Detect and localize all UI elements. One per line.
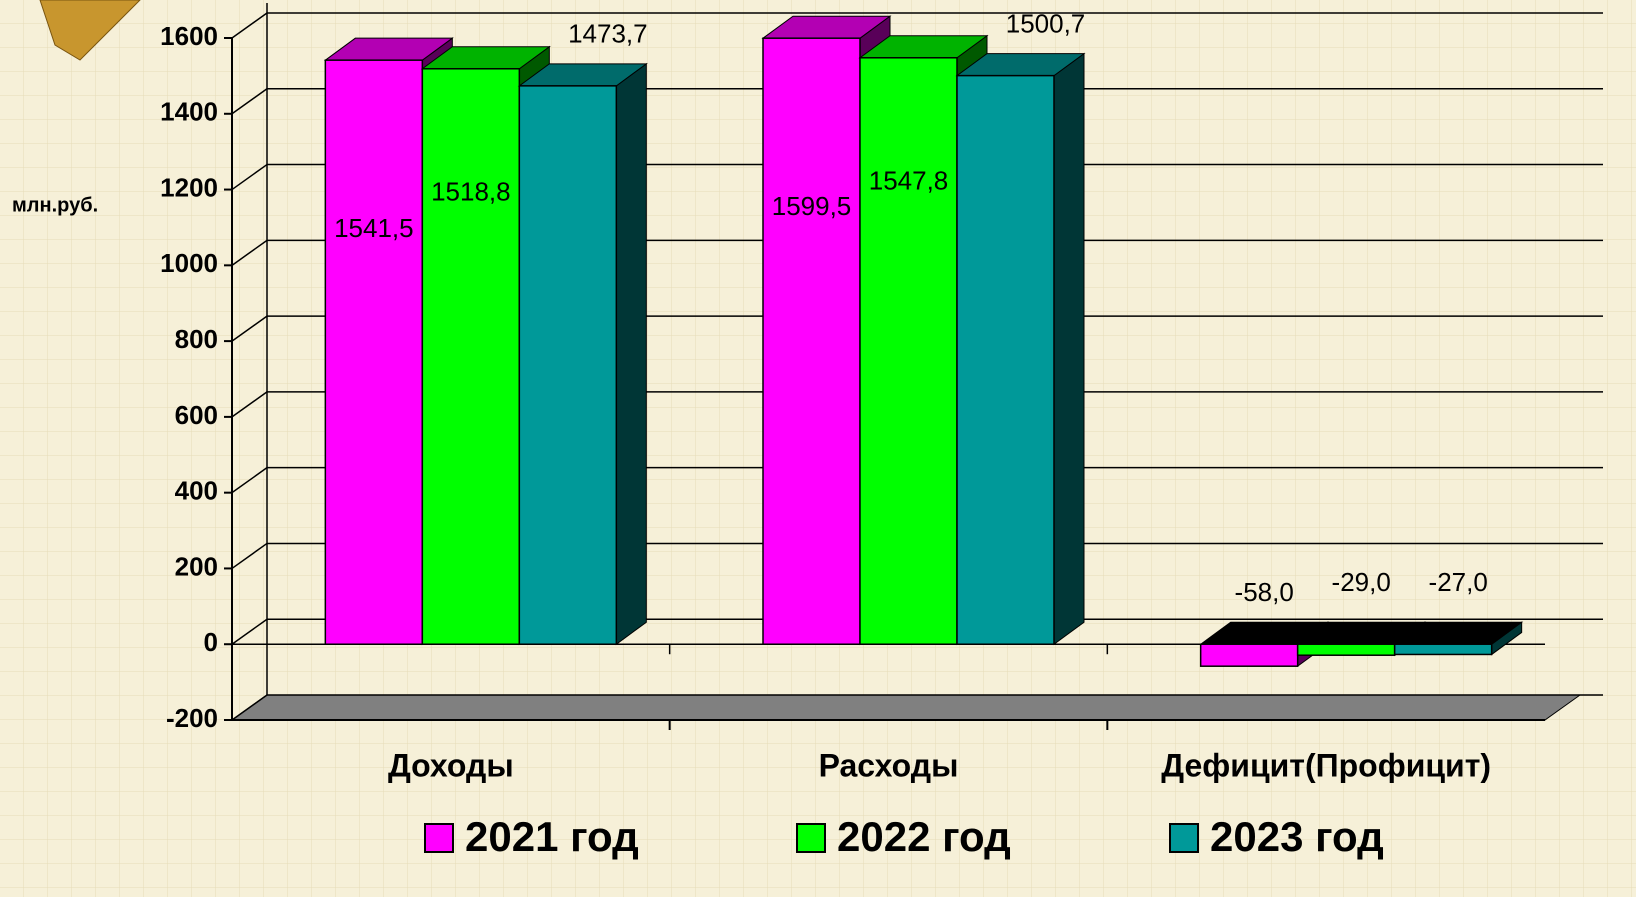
decor-gold [39, 0, 141, 61]
grid-line [231, 618, 268, 645]
bar [1296, 643, 1396, 656]
value-label: 1547,8 [869, 166, 949, 196]
floor [230, 694, 1582, 721]
y-tick-label: 0 [204, 627, 218, 657]
y-tick-label: 1000 [160, 248, 218, 278]
y-tick-label: 600 [175, 400, 218, 430]
value-label: -27,0 [1429, 567, 1488, 597]
bar-side [615, 62, 647, 646]
x-tick-label: Расходы [819, 747, 959, 783]
grid-line [231, 239, 268, 266]
y-tick-label: 1600 [160, 21, 218, 51]
y-tick-label: 200 [175, 551, 218, 581]
value-label: -58,0 [1235, 577, 1294, 607]
bar [1393, 643, 1493, 656]
y-tick-label: 1200 [160, 172, 218, 202]
grid-line [231, 163, 268, 191]
y-tick-label: 400 [175, 476, 218, 506]
value-label: 1500,7 [1006, 8, 1086, 38]
value-label: 1541,5 [334, 213, 414, 243]
grid-line [231, 88, 268, 115]
grid-line [231, 12, 268, 39]
bar [859, 57, 958, 645]
legend-label: 2022 год [837, 813, 1011, 860]
grid-line [231, 694, 268, 721]
bar [762, 37, 861, 645]
grid-line [231, 391, 268, 418]
legend-swatch [796, 823, 826, 853]
bar [956, 74, 1055, 645]
legend-label: 2021 год [465, 813, 639, 860]
bar [324, 59, 424, 645]
y-axis-label: млн.руб. [12, 194, 98, 216]
value-label: 1518,8 [431, 177, 511, 207]
bar [421, 68, 521, 645]
x-tick-label: Дефицит(Профицит) [1161, 747, 1491, 783]
grid-line [231, 315, 268, 342]
bar [1199, 643, 1299, 667]
y-tick-label: 1400 [160, 97, 218, 127]
y-tick-label: -200 [166, 703, 218, 733]
value-label: 1599,5 [772, 191, 852, 221]
legend-label: 2023 год [1210, 813, 1384, 860]
bar [518, 85, 618, 645]
value-label: 1473,7 [568, 19, 648, 49]
grid-line [231, 467, 268, 494]
bar-side [1053, 52, 1085, 646]
legend-swatch [424, 823, 454, 853]
value-label: -29,0 [1332, 567, 1391, 597]
legend-swatch [1169, 823, 1199, 853]
y-tick-label: 800 [175, 324, 218, 354]
grid-line [231, 542, 268, 570]
x-tick-label: Доходы [388, 747, 514, 783]
